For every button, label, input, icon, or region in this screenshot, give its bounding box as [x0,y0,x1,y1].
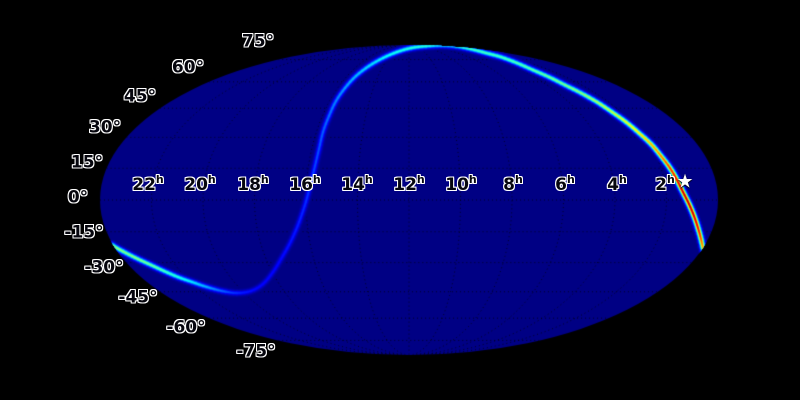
sky-map-canvas [0,0,800,400]
skymap-figure: ★ 75° 60° 45° 30° 15° 0° -15° -30° -45° -60° -75° 2… [0,0,800,400]
